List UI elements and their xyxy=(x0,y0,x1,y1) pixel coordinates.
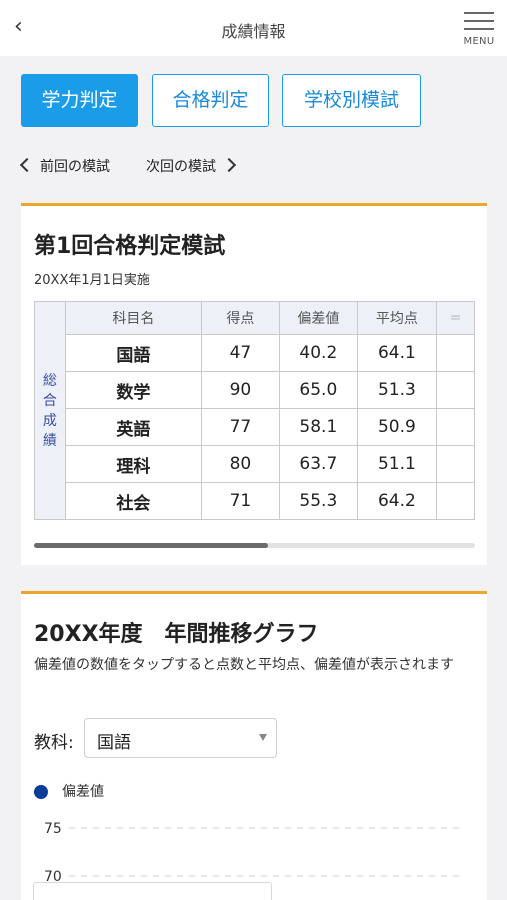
table-row: 英語 77 58.1 50.9 xyxy=(35,408,475,446)
cell-average: 51.3 xyxy=(356,371,437,409)
page-title: 成績情報 xyxy=(221,22,286,41)
cell-average: 50.9 xyxy=(356,408,437,446)
cell-score: 77 xyxy=(200,408,280,446)
exam-date: 20XX年1月1日実施 xyxy=(34,273,150,288)
trend-card: 20XX年度 年間推移グラフ 偏差値の数値をタップすると点数と平均点、偏差値が表… xyxy=(21,591,487,900)
score-table: 総合成績 科目名 得点 偏差値 平均点 = 国語 47 40.2 64.1 数学… xyxy=(34,301,475,520)
table-row: 数学 90 65.0 51.3 xyxy=(35,371,475,409)
scrollbar-thumb[interactable] xyxy=(34,543,268,548)
table-scrollbar[interactable] xyxy=(34,543,475,548)
cell-subject: 英語 xyxy=(64,408,202,446)
cell-extra xyxy=(435,482,475,520)
tab-academic-ability[interactable]: 学力判定 xyxy=(21,74,138,127)
cell-subject: 社会 xyxy=(64,482,202,520)
trend-chart: 75 70 xyxy=(44,821,463,885)
column-header-subject: 科目名 xyxy=(64,301,202,335)
subject-label: 教科: xyxy=(34,733,74,753)
exam-title: 第1回合格判定模試 xyxy=(34,234,226,259)
chevron-left-icon xyxy=(19,157,35,173)
dropdown-arrow-icon xyxy=(259,734,267,741)
hamburger-icon-bar xyxy=(464,20,494,22)
tab-school-mock[interactable]: 学校別模試 xyxy=(282,74,421,127)
cell-extra xyxy=(435,371,475,409)
chart-tooltip xyxy=(33,882,272,900)
hamburger-icon xyxy=(464,12,494,14)
cell-score: 71 xyxy=(200,482,280,520)
row-group-label: 総合成績 xyxy=(34,301,66,520)
cell-deviation: 55.3 xyxy=(278,482,358,520)
chevron-right-icon xyxy=(221,157,237,173)
table-row: 理科 80 63.7 51.1 xyxy=(35,445,475,483)
trend-title: 20XX年度 年間推移グラフ xyxy=(34,622,319,647)
row-group-char: 績 xyxy=(42,432,57,449)
cell-extra xyxy=(435,334,475,372)
cell-average: 64.1 xyxy=(356,334,437,372)
cell-deviation: 58.1 xyxy=(278,408,358,446)
subject-select-value: 国語 xyxy=(97,733,131,753)
cell-average: 64.2 xyxy=(356,482,437,520)
y-tick-label: 75 xyxy=(44,821,62,837)
cell-score: 80 xyxy=(200,445,280,483)
chevron-left-icon: ‹ xyxy=(14,14,23,39)
cell-extra xyxy=(435,445,475,483)
next-mock-link[interactable]: 次回の模試 xyxy=(146,156,237,178)
cell-deviation: 65.0 xyxy=(278,371,358,409)
score-table-container[interactable]: 総合成績 科目名 得点 偏差値 平均点 = 国語 47 40.2 64.1 数学… xyxy=(34,301,475,522)
previous-mock-link[interactable]: 前回の模試 xyxy=(19,156,110,178)
cell-subject: 国語 xyxy=(64,334,202,372)
previous-mock-label: 前回の模試 xyxy=(40,159,110,175)
subject-select[interactable]: 国語 xyxy=(84,718,277,758)
y-tick-label: 70 xyxy=(44,869,62,885)
cell-deviation: 40.2 xyxy=(278,334,358,372)
cell-extra xyxy=(435,408,475,446)
row-group-char: 成 xyxy=(42,412,57,429)
column-header-average: 平均点 xyxy=(356,301,437,335)
row-group-char: 総 xyxy=(42,372,57,389)
back-button[interactable]: ‹ xyxy=(14,14,36,40)
next-mock-label: 次回の模試 xyxy=(146,159,216,175)
cell-deviation: 63.7 xyxy=(278,445,358,483)
column-header-extra: = xyxy=(435,301,475,335)
cell-subject: 理科 xyxy=(64,445,202,483)
tab-pass-judgement[interactable]: 合格判定 xyxy=(152,74,269,127)
column-header-score: 得点 xyxy=(200,301,280,335)
hamburger-icon-bar xyxy=(464,28,494,30)
menu-button[interactable]: MENU xyxy=(459,10,499,50)
cell-score: 47 xyxy=(200,334,280,372)
cell-average: 51.1 xyxy=(356,445,437,483)
legend-dot-icon xyxy=(34,785,48,799)
table-row: 国語 47 40.2 64.1 xyxy=(35,334,475,372)
cell-score: 90 xyxy=(200,371,280,409)
table-header-row: 総合成績 科目名 得点 偏差値 平均点 = xyxy=(34,301,475,520)
column-header-deviation: 偏差値 xyxy=(278,301,358,335)
trend-description: 偏差値の数値をタップすると点数と平均点、偏差値が表示されます xyxy=(34,657,454,673)
table-row: 社会 71 55.3 64.2 xyxy=(35,482,475,520)
cell-subject: 数学 xyxy=(64,371,202,409)
row-group-char: 合 xyxy=(42,392,57,409)
menu-label: MENU xyxy=(463,36,495,47)
result-card: 第1回合格判定模試 20XX年1月1日実施 総合成績 科目名 得点 偏差値 平均… xyxy=(21,203,487,565)
legend-label: 偏差値 xyxy=(62,784,104,800)
app-header: ‹ 成績情報 MENU xyxy=(0,0,507,56)
row-group-text: 総合成績 xyxy=(35,371,65,451)
